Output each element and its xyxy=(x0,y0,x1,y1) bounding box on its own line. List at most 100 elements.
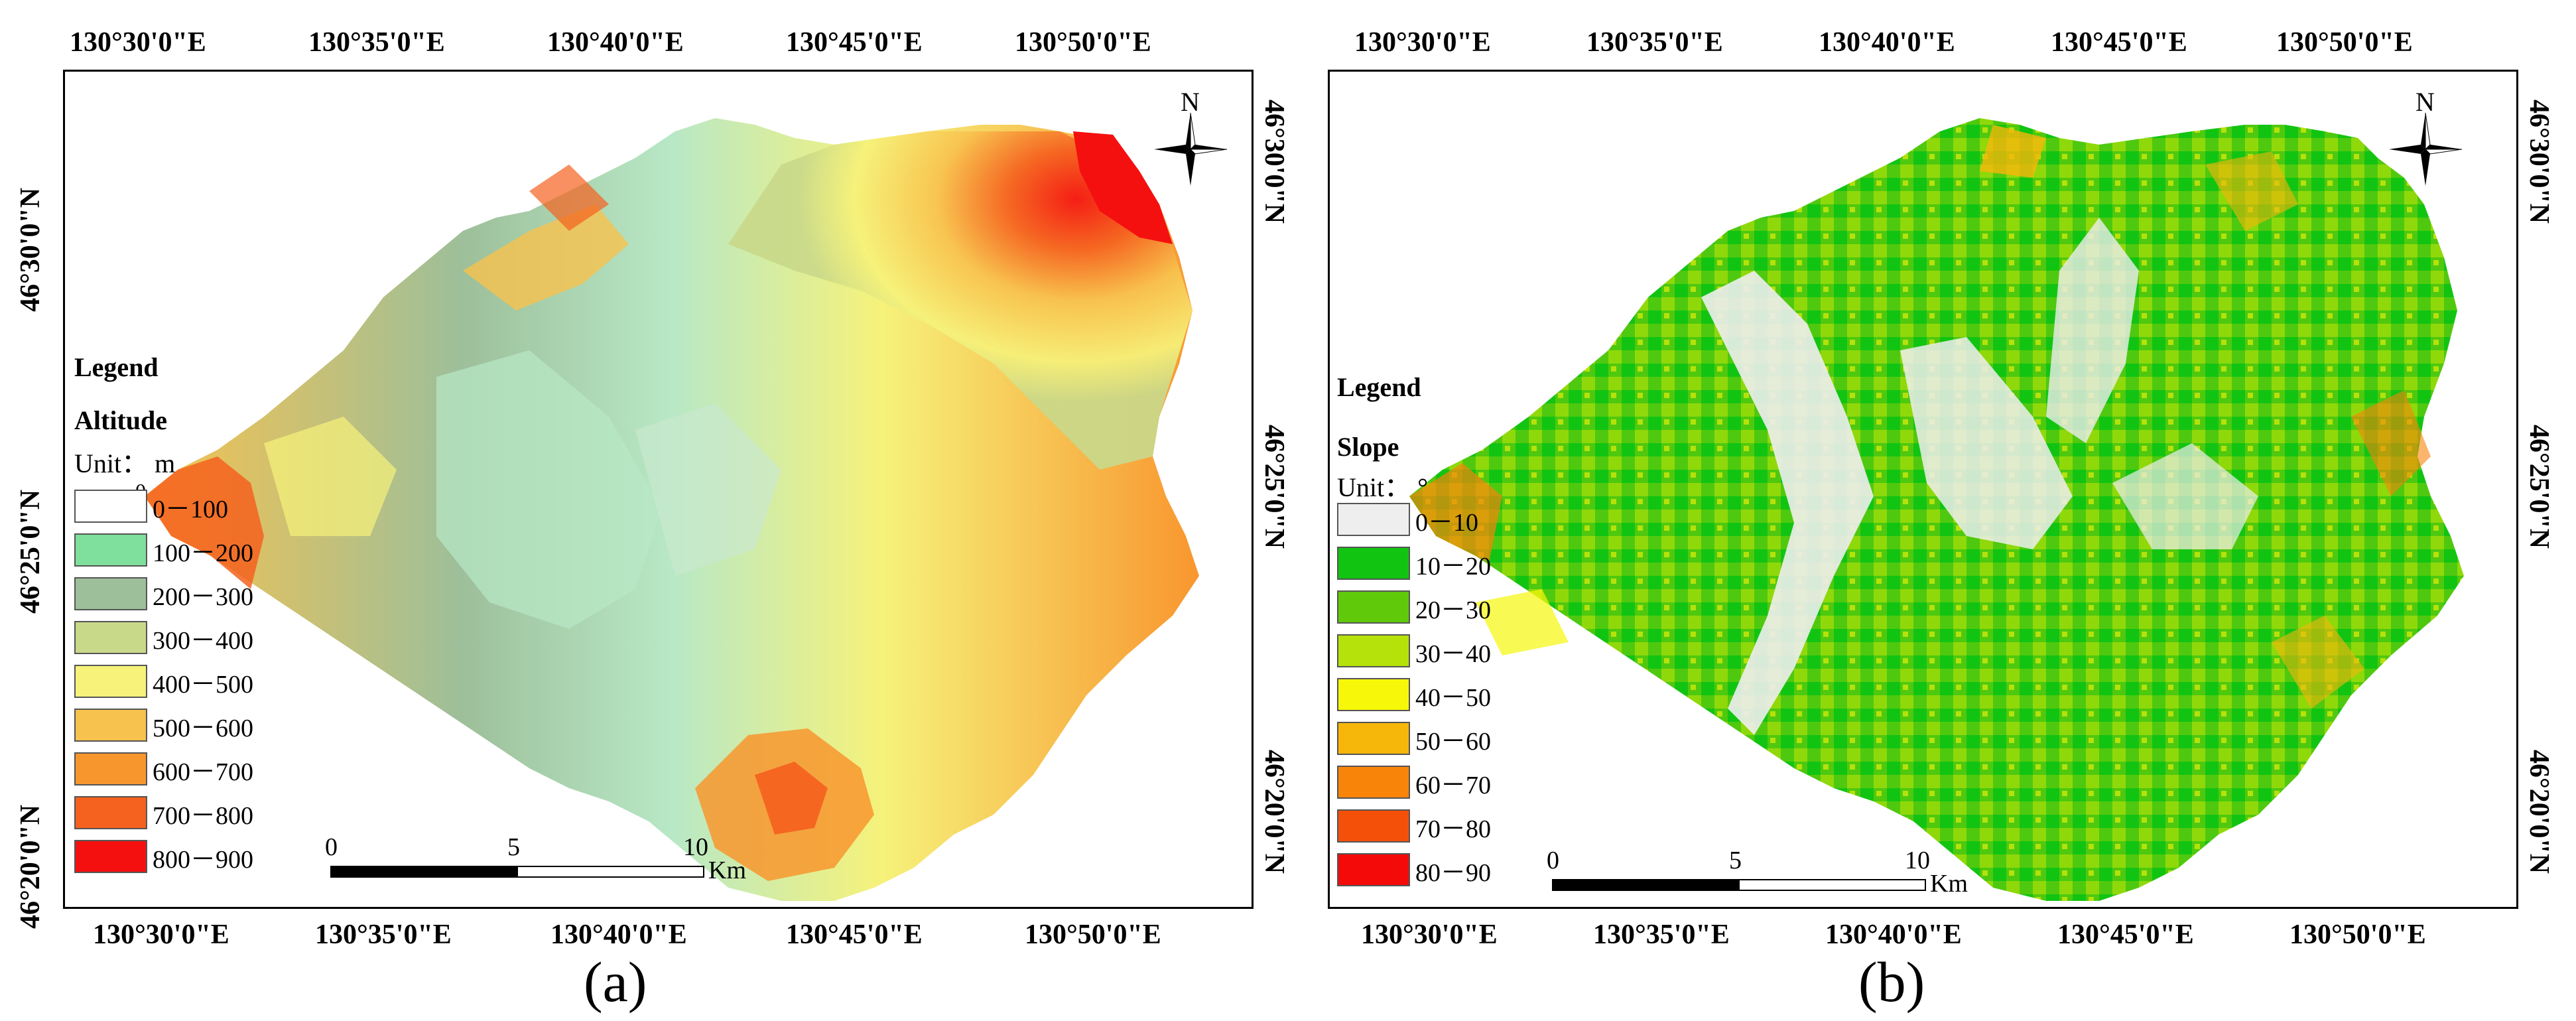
scale-tick-5: 5 xyxy=(507,833,520,861)
lon-tick-top-1: 130°30'0"E xyxy=(70,27,206,58)
north-arrow: N xyxy=(1154,86,1227,186)
panel-slope: 130°30'0"E 130°35'0"E 130°40'0"E 130°45'… xyxy=(1288,0,2576,1021)
lon-tick-bottom-3: 130°40'0"E xyxy=(550,919,687,950)
scale-unit: Km xyxy=(708,856,746,884)
lat-tick-left-1: 46°30'0"N xyxy=(15,187,46,312)
lon-tick-bottom-4: 130°45'0"E xyxy=(786,919,923,950)
legend-item: 10－20 xyxy=(1337,547,1491,580)
lon-tick-bottom-1: 130°30'0"E xyxy=(93,919,229,950)
slope-map xyxy=(1409,118,2464,901)
lon-tick-top-1: 130°30'0"E xyxy=(1354,27,1491,58)
legend-item: 500－600 xyxy=(74,709,253,742)
lat-tick-right-2: 46°25'0"N xyxy=(2524,425,2554,549)
scale-bar: 0 5 10 Km xyxy=(325,833,763,892)
lat-tick-left-2: 46°25'0"N xyxy=(15,489,46,614)
legend-item: 600－700 xyxy=(74,752,253,786)
panel-altitude: 130°30'0"E 130°35'0"E 130°40'0"E 130°45'… xyxy=(15,27,1289,1014)
compass-rose-icon xyxy=(1154,113,1227,186)
scale-unit: Km xyxy=(1930,870,1968,898)
legend-swatch xyxy=(1337,590,1410,624)
legend-swatch xyxy=(74,533,147,567)
lon-tick-top-2: 130°35'0"E xyxy=(1586,27,1723,58)
lat-tick-right-2: 46°25'0"N xyxy=(1259,425,1289,549)
lat-tick-right-3: 46°20'0"N xyxy=(1259,750,1289,874)
legend-item: 100－200 xyxy=(74,533,253,567)
legend-swatch xyxy=(74,665,147,698)
legend-swatch xyxy=(1337,809,1410,843)
legend-swatch xyxy=(1337,634,1410,667)
legend-title: Slope xyxy=(1337,432,1399,462)
scale-tick-5: 5 xyxy=(1729,847,1742,874)
legend-item: 700－800 xyxy=(74,796,253,830)
legend-swatch xyxy=(74,796,147,829)
legend-swatch xyxy=(74,621,147,654)
scale-tick-0: 0 xyxy=(325,833,338,861)
lon-tick-top-4: 130°45'0"E xyxy=(786,27,923,58)
scale-segment-white xyxy=(517,866,704,878)
lon-tick-top-4: 130°45'0"E xyxy=(2051,27,2187,58)
legend-title: Altitude xyxy=(74,405,167,435)
lat-tick-right-1: 46°30'0"N xyxy=(2524,100,2554,224)
legend-item: 30－40 xyxy=(1337,634,1491,668)
scale-segment-black xyxy=(1552,879,1740,891)
legend-swatch xyxy=(74,577,147,610)
legend-unit: Unit： ° xyxy=(1337,472,1429,502)
legend-item: 80－90 xyxy=(1337,853,1491,887)
lon-tick-top-2: 130°35'0"E xyxy=(308,27,445,58)
scale-segment-white xyxy=(1738,879,1926,891)
legend-item: 200－300 xyxy=(74,577,253,611)
lon-tick-bottom-1: 130°30'0"E xyxy=(1361,919,1498,950)
legend-swatch xyxy=(74,490,147,523)
legend-heading: Legend xyxy=(1337,372,1421,402)
legend-swatch xyxy=(74,840,147,873)
lon-tick-top-3: 130°40'0"E xyxy=(1819,27,1955,58)
legend-unit: Unit： m xyxy=(74,448,176,478)
north-arrow: N xyxy=(2389,86,2462,186)
lon-tick-bottom-2: 130°35'0"E xyxy=(315,919,452,950)
scale-segment-black xyxy=(330,866,518,878)
legend-item: 800－900 xyxy=(74,840,253,874)
legend-swatch xyxy=(1337,547,1410,580)
scale-bar: 0 5 10 Km xyxy=(1547,846,1984,906)
lon-tick-top-3: 130°40'0"E xyxy=(547,27,684,58)
lon-tick-bottom-5: 130°50'0"E xyxy=(2289,919,2426,950)
legend-item: 400－500 xyxy=(74,665,253,699)
map-frame-slope xyxy=(1328,70,2518,909)
lon-tick-bottom-3: 130°40'0"E xyxy=(1825,919,1962,950)
lon-tick-bottom-4: 130°45'0"E xyxy=(2057,919,2194,950)
legend-swatch xyxy=(1337,722,1410,755)
lon-tick-bottom-2: 130°35'0"E xyxy=(1593,919,1730,950)
legend-swatch xyxy=(74,709,147,742)
scale-tick-10: 10 xyxy=(683,833,708,861)
lat-tick-right-1: 46°30'0"N xyxy=(1259,100,1289,224)
legend-swatch xyxy=(1337,853,1410,886)
legend-heading: Legend xyxy=(74,352,159,382)
legend-item: 0－100 xyxy=(74,490,228,523)
panel-label-a: (a) xyxy=(584,950,647,1014)
lon-tick-bottom-5: 130°50'0"E xyxy=(1025,919,1161,950)
lat-tick-left-3: 46°20'0"N xyxy=(15,804,46,929)
compass-rose-icon xyxy=(2389,113,2462,186)
panel-label-b: (b) xyxy=(1858,950,1925,1014)
legend-item: 60－70 xyxy=(1337,766,1491,799)
lon-tick-top-5: 130°50'0"E xyxy=(2276,27,2413,58)
scale-tick-0: 0 xyxy=(1547,847,1559,874)
north-label: N xyxy=(2415,87,2435,117)
legend-item: 40－50 xyxy=(1337,678,1491,712)
legend-swatch xyxy=(74,752,147,785)
legend-item: 300－400 xyxy=(74,621,253,655)
legend-item: 70－80 xyxy=(1337,809,1491,843)
altitude-map xyxy=(145,118,1199,901)
legend-item: 0－10 xyxy=(1337,503,1478,537)
legend-altitude: Legend Altitude Unit： m 0 0－100 100－200 … xyxy=(66,352,332,896)
legend-slope: Legend Slope Unit： ° 0－10 10－20 20－30 30… xyxy=(1333,372,1598,902)
legend-item: 50－60 xyxy=(1337,722,1491,756)
legend-swatch xyxy=(1337,678,1410,711)
legend-swatch xyxy=(1337,503,1410,536)
north-label: N xyxy=(1181,87,1200,117)
lon-tick-top-5: 130°50'0"E xyxy=(1015,27,1151,58)
map-frame-altitude xyxy=(63,70,1254,909)
scale-tick-10: 10 xyxy=(1905,847,1930,874)
legend-swatch xyxy=(1337,766,1410,799)
lat-tick-right-3: 46°20'0"N xyxy=(2524,750,2554,874)
